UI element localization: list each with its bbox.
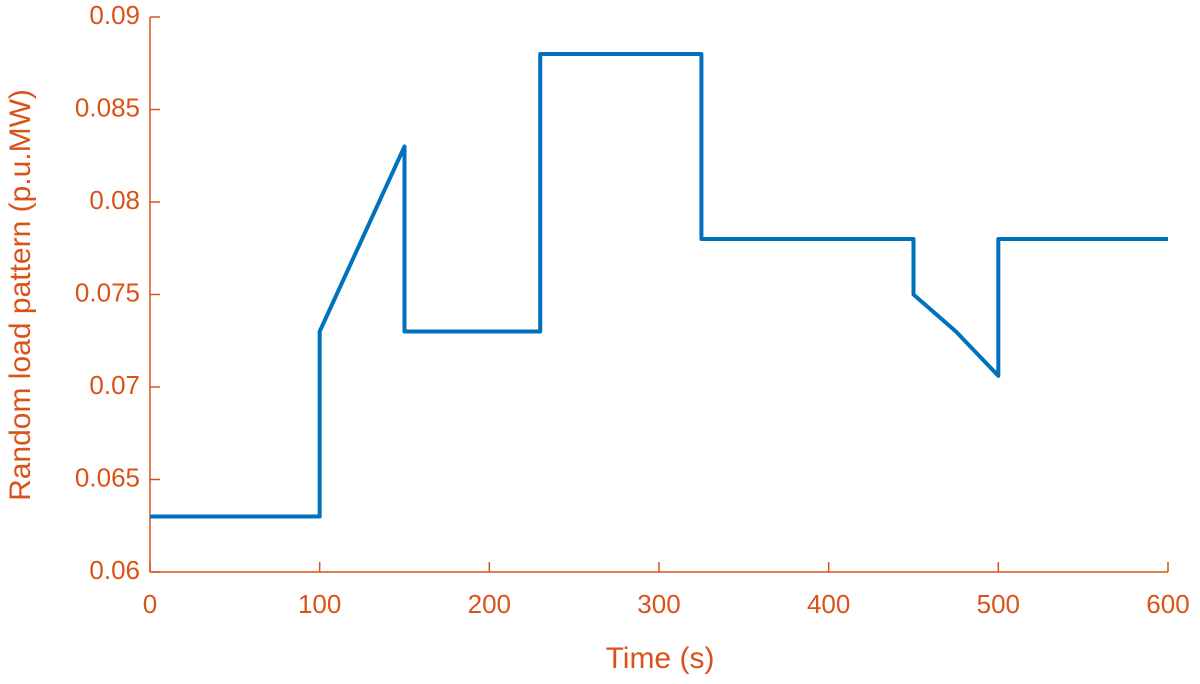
data-line	[150, 52, 1168, 519]
x-tick-label: 400	[807, 589, 850, 619]
y-tick-label: 0.085	[75, 92, 140, 122]
x-tick-label: 600	[1146, 589, 1189, 619]
x-tick-label: 0	[143, 589, 157, 619]
y-tick-label: 0.06	[89, 555, 140, 585]
x-tick-label: 500	[977, 589, 1020, 619]
y-tick-label: 0.07	[89, 370, 140, 400]
y-tick-label: 0.08	[89, 185, 140, 215]
y-tick-label: 0.065	[75, 462, 140, 492]
y-axis-label: Random load pattern (p.u.MW)	[4, 89, 37, 501]
x-tick-label: 100	[298, 589, 341, 619]
x-axis-label: Time (s)	[606, 642, 715, 675]
x-tick-label: 300	[637, 589, 680, 619]
y-tick-label: 0.09	[89, 0, 140, 30]
x-tick-label: 200	[468, 589, 511, 619]
y-tick-label: 0.075	[75, 277, 140, 307]
